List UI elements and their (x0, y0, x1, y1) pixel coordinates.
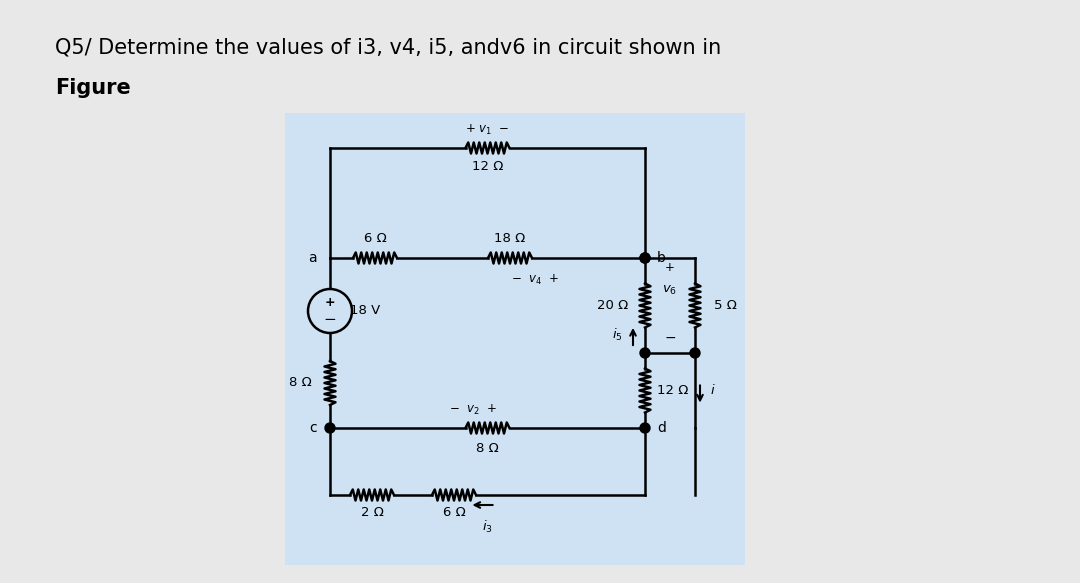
Text: 8 Ω: 8 Ω (288, 377, 311, 389)
Text: Figure: Figure (55, 78, 131, 98)
Text: 8 Ω: 8 Ω (476, 441, 499, 455)
Text: + $v_1$  −: + $v_1$ − (465, 123, 510, 137)
Text: 18 V: 18 V (350, 304, 380, 318)
Circle shape (690, 348, 700, 358)
Text: 18 Ω: 18 Ω (495, 231, 526, 244)
Text: 2 Ω: 2 Ω (361, 507, 383, 519)
Text: −: − (324, 312, 336, 328)
Text: $-$  $v_2$  $+$: $-$ $v_2$ $+$ (448, 403, 497, 417)
Text: −: − (664, 331, 676, 345)
Text: $i_3$: $i_3$ (482, 519, 492, 535)
Circle shape (640, 423, 650, 433)
Text: Q5/ Determine the values of i3, v4, i5, andv6 in circuit shown in: Q5/ Determine the values of i3, v4, i5, … (55, 38, 721, 58)
Text: +: + (665, 261, 675, 274)
Text: $-$  $v_4$  $+$: $-$ $v_4$ $+$ (511, 273, 559, 287)
Text: $v_6$: $v_6$ (662, 284, 677, 297)
Text: 5 Ω: 5 Ω (714, 299, 737, 312)
Bar (285, 113, 745, 565)
Text: b: b (657, 251, 666, 265)
Text: 6 Ω: 6 Ω (443, 507, 465, 519)
Circle shape (640, 253, 650, 263)
Circle shape (640, 253, 650, 263)
Text: 6 Ω: 6 Ω (364, 231, 387, 244)
Circle shape (640, 348, 650, 358)
Text: $i_5$: $i_5$ (611, 327, 622, 343)
Text: +: + (325, 296, 335, 308)
Circle shape (325, 423, 335, 433)
Text: 12 Ω: 12 Ω (472, 160, 503, 173)
Text: 12 Ω: 12 Ω (658, 384, 689, 397)
Text: a: a (309, 251, 318, 265)
Text: c: c (309, 421, 318, 435)
Text: 20 Ω: 20 Ω (597, 299, 629, 312)
Text: d: d (657, 421, 666, 435)
Text: $i$: $i$ (711, 384, 716, 398)
